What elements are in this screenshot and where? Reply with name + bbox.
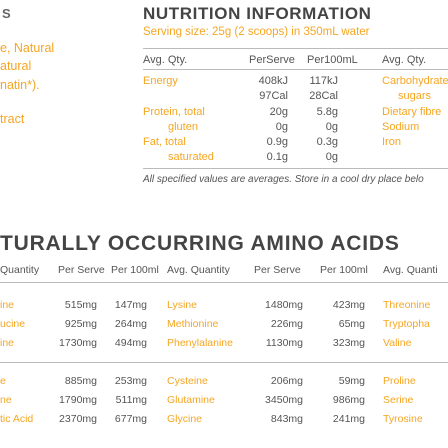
nutrient-per-100ml: 0g bbox=[325, 151, 338, 163]
amino-per-serve: 2370mg bbox=[59, 413, 97, 425]
amino-per-serve: 925mg bbox=[64, 318, 97, 330]
amino-per-serve: 226mg bbox=[270, 318, 303, 330]
left-panel-line: natin*). bbox=[0, 78, 40, 92]
nutrient-per-serve: 97Cal bbox=[259, 90, 288, 102]
header-rule bbox=[143, 69, 448, 70]
col-header-per-100ml: Per100mL bbox=[307, 54, 358, 66]
amino-per-100ml: 511mg bbox=[115, 394, 147, 406]
nutrient-per-100ml: 28Cal bbox=[309, 90, 338, 102]
nutrient-per-serve: 0g bbox=[275, 121, 288, 133]
col-header-avg-qty: Avg. Qty. bbox=[143, 54, 188, 66]
nutrient-label-right: sugars bbox=[398, 90, 432, 102]
amino-name: ne bbox=[0, 394, 12, 406]
amino-row-rule bbox=[0, 362, 448, 363]
storage-footnote: All specified values are averages. Store… bbox=[143, 174, 424, 185]
nutrient-label: saturated bbox=[168, 151, 214, 163]
amino-per-100ml: 677mg bbox=[114, 413, 147, 425]
nutrient-label-right: Iron bbox=[382, 136, 401, 148]
amino-per-serve: 843mg bbox=[270, 413, 303, 425]
nutrient-per-serve: 0.1g bbox=[266, 151, 288, 163]
amino-col-header: Per 100ml bbox=[111, 264, 159, 276]
amino-acids-title: TURALLY OCCURRING AMINO ACIDS bbox=[0, 232, 400, 255]
amino-name: Phenylalanine bbox=[167, 337, 233, 349]
amino-name: Proline bbox=[383, 375, 416, 387]
serving-rule bbox=[143, 48, 448, 49]
amino-name: Cysteine bbox=[167, 375, 208, 387]
amino-per-serve: 206mg bbox=[270, 375, 303, 387]
amino-name: Glycine bbox=[167, 413, 203, 425]
nutrient-label: Fat, total bbox=[143, 136, 186, 148]
amino-name: Tryptopha bbox=[383, 318, 430, 330]
amino-per-100ml: 323mg bbox=[332, 337, 365, 349]
amino-per-100ml: 264mg bbox=[114, 318, 147, 330]
amino-col-header: Per Serve bbox=[254, 264, 301, 276]
amino-per-100ml: 65mg bbox=[338, 318, 365, 330]
left-panel-line: e, Natural bbox=[0, 41, 55, 55]
nutrient-per-serve: 20g bbox=[269, 106, 288, 118]
amino-per-100ml: 423mg bbox=[332, 299, 365, 311]
amino-name: Threonine bbox=[383, 299, 431, 311]
nutrient-per-serve: 0.9g bbox=[266, 136, 288, 148]
amino-header-rule bbox=[0, 282, 448, 283]
amino-per-100ml: 253mg bbox=[114, 375, 147, 387]
nutrient-per-serve: 408kJ bbox=[258, 75, 288, 87]
left-panel-heading: S bbox=[2, 6, 11, 21]
amino-name: Valine bbox=[383, 337, 412, 349]
amino-per-100ml: 241mg bbox=[332, 413, 365, 425]
amino-per-serve: 515mg bbox=[64, 299, 97, 311]
left-panel-line: tract bbox=[0, 112, 25, 126]
amino-col-header: Quantity bbox=[0, 264, 40, 276]
serving-size: Serving size: 25g (2 scoops) in 350mL wa… bbox=[143, 26, 370, 38]
col-header-per-serve: PerServe bbox=[249, 54, 295, 66]
table-bottom-rule bbox=[143, 168, 448, 169]
nutrient-label-right: Dietary fibre bbox=[382, 106, 442, 118]
amino-name: ine bbox=[0, 337, 15, 349]
amino-per-serve: 885mg bbox=[64, 375, 97, 387]
nutrient-per-100ml: 0g bbox=[325, 121, 338, 133]
nutrient-label-right: Carbohydrate, to bbox=[382, 75, 448, 87]
amino-per-100ml: 147mg bbox=[114, 299, 147, 311]
amino-col-header: Avg. Quanti bbox=[383, 264, 438, 276]
nutrient-per-100ml: 0.3g bbox=[316, 136, 338, 148]
amino-per-serve: 1480mg bbox=[265, 299, 303, 311]
amino-name: ine bbox=[0, 299, 15, 311]
amino-name: ucine bbox=[0, 318, 26, 330]
amino-col-header: Per 100ml bbox=[320, 264, 368, 276]
amino-name: Serine bbox=[383, 394, 414, 406]
amino-col-header: Avg. Quantity bbox=[167, 264, 230, 276]
amino-per-serve: 1130mg bbox=[265, 337, 303, 349]
amino-col-header: Per Serve bbox=[58, 264, 105, 276]
nutrient-label: Protein, total bbox=[143, 106, 205, 118]
amino-name: Lysine bbox=[167, 299, 197, 311]
amino-per-100ml: 986mg bbox=[332, 394, 365, 406]
col-header-avg-qty-right: Avg. Qty. bbox=[382, 54, 427, 66]
amino-name: Methionine bbox=[167, 318, 219, 330]
amino-per-100ml: 59mg bbox=[338, 375, 365, 387]
amino-name: tic Acid bbox=[0, 413, 34, 425]
amino-per-serve: 3450mg bbox=[265, 394, 303, 406]
amino-per-serve: 1790mg bbox=[59, 394, 97, 406]
nutrient-label-right: Sodium bbox=[382, 121, 420, 133]
nutrient-label: Energy bbox=[143, 75, 178, 87]
nutrient-label: gluten bbox=[168, 121, 198, 133]
nutrient-per-100ml: 117kJ bbox=[309, 75, 338, 87]
nutrient-per-100ml: 5.8g bbox=[316, 106, 338, 118]
amino-name: Glutamine bbox=[167, 394, 215, 406]
amino-per-serve: 1730mg bbox=[59, 337, 97, 349]
amino-name: Tyrosine bbox=[383, 413, 423, 425]
nutrition-title: NUTRITION INFORMATION bbox=[143, 4, 372, 23]
amino-per-100ml: 494mg bbox=[114, 337, 147, 349]
left-panel-line: atural bbox=[0, 59, 32, 73]
amino-name: e bbox=[0, 375, 6, 387]
